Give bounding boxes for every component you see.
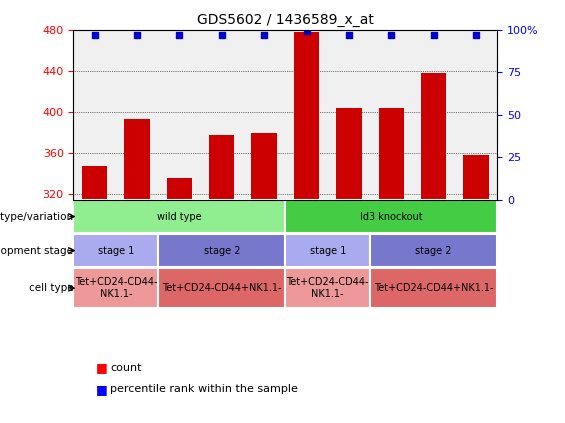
Bar xyxy=(251,132,277,200)
Text: ■: ■ xyxy=(96,383,108,396)
Text: stage 1: stage 1 xyxy=(98,245,134,255)
Point xyxy=(132,31,141,38)
Bar xyxy=(336,108,362,200)
Text: stage 2: stage 2 xyxy=(415,245,452,255)
FancyBboxPatch shape xyxy=(73,234,158,267)
Text: development stage: development stage xyxy=(0,245,73,255)
Text: Tet+CD24-CD44+NK1.1-: Tet+CD24-CD44+NK1.1- xyxy=(374,283,493,293)
Point xyxy=(217,31,226,38)
Text: stage 2: stage 2 xyxy=(203,245,240,255)
Bar xyxy=(209,135,234,200)
FancyBboxPatch shape xyxy=(370,234,497,267)
Point xyxy=(471,31,480,38)
Text: cell type: cell type xyxy=(29,283,73,293)
Title: GDS5602 / 1436589_x_at: GDS5602 / 1436589_x_at xyxy=(197,13,374,27)
Point xyxy=(175,31,184,38)
Bar xyxy=(421,73,446,200)
Point xyxy=(429,31,438,38)
Point xyxy=(344,31,354,38)
FancyBboxPatch shape xyxy=(73,268,158,308)
Text: percentile rank within the sample: percentile rank within the sample xyxy=(110,384,298,394)
FancyBboxPatch shape xyxy=(158,234,285,267)
Text: Tet+CD24-CD44+NK1.1-: Tet+CD24-CD44+NK1.1- xyxy=(162,283,281,293)
FancyBboxPatch shape xyxy=(285,200,497,233)
Text: Id3 knockout: Id3 knockout xyxy=(360,212,423,222)
Bar xyxy=(463,155,489,200)
FancyBboxPatch shape xyxy=(73,200,285,233)
Point xyxy=(259,31,269,38)
Bar xyxy=(379,108,404,200)
Text: genotype/variation: genotype/variation xyxy=(0,212,73,222)
Text: Tet+CD24-CD44-
NK1.1-: Tet+CD24-CD44- NK1.1- xyxy=(75,277,157,299)
FancyBboxPatch shape xyxy=(370,268,497,308)
Point xyxy=(386,31,396,38)
Bar xyxy=(167,178,192,200)
Text: Tet+CD24-CD44-
NK1.1-: Tet+CD24-CD44- NK1.1- xyxy=(286,277,369,299)
Text: stage 1: stage 1 xyxy=(310,245,346,255)
Text: count: count xyxy=(110,363,142,373)
FancyBboxPatch shape xyxy=(285,234,370,267)
Bar xyxy=(124,119,150,200)
Text: ■: ■ xyxy=(96,362,108,374)
Bar xyxy=(82,165,107,200)
Point xyxy=(90,31,99,38)
FancyBboxPatch shape xyxy=(158,268,285,308)
Bar xyxy=(294,32,319,200)
Point xyxy=(302,28,311,35)
FancyBboxPatch shape xyxy=(285,268,370,308)
Text: wild type: wild type xyxy=(157,212,202,222)
